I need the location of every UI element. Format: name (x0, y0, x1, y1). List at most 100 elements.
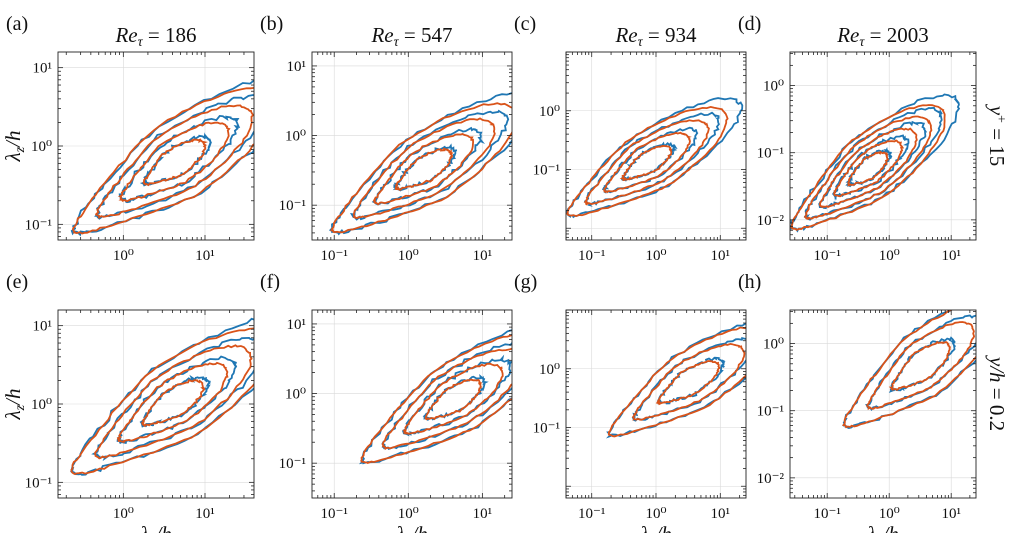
contour-blue (70, 79, 254, 237)
contour-blue (139, 374, 211, 428)
gridlines (58, 52, 254, 240)
x-axis-label: λx/h (395, 522, 428, 533)
ticks (58, 52, 254, 240)
contour-orange (424, 378, 483, 421)
contours (358, 329, 512, 465)
y-tick-label: 10⁰ (763, 79, 784, 95)
contours (70, 317, 254, 476)
y-axis-label: λz/h (1, 131, 28, 163)
x-tick-label: 10⁰ (879, 248, 900, 264)
contour-orange (71, 86, 254, 235)
gridlines (790, 52, 976, 240)
panel-e: 10⁰ 10¹ 10⁻¹ 10⁰ 10¹ (e) λx/h λz/h (1, 271, 255, 533)
column-title: Reτ = 186 (114, 23, 196, 50)
y-tick-label: 10⁰ (539, 362, 560, 378)
x-tick-label: 10⁻¹ (578, 506, 605, 522)
y-tick-label: 10⁻² (757, 213, 785, 229)
panel-f: 10⁻¹ 10⁰ 10¹ 10⁻¹ 10⁰ 10¹ (f) λx/h (260, 271, 513, 533)
x-axis-label: λx/h (639, 522, 672, 533)
ticks (58, 310, 254, 498)
y-tick-label: 10¹ (287, 59, 307, 75)
contour-orange (583, 119, 710, 206)
ticks (790, 52, 976, 240)
panel-label: (c) (514, 13, 536, 35)
x-tick-label: 10¹ (941, 506, 961, 522)
contour-orange (381, 347, 512, 451)
y-tick-label: 10⁻¹ (25, 475, 52, 491)
gridlines (312, 310, 512, 498)
panel-label: (e) (6, 271, 28, 293)
contour-orange (352, 117, 496, 220)
panel-label: (g) (514, 271, 537, 293)
contour-blue (790, 93, 961, 233)
gridlines (58, 310, 254, 498)
y-tick-label: 10⁰ (31, 139, 52, 155)
y-tick-label: 10¹ (33, 61, 53, 77)
contours (605, 322, 746, 439)
x-tick-label: 10¹ (941, 248, 961, 264)
contour-orange (93, 344, 253, 460)
contours (790, 93, 961, 233)
panel-a: 10⁰ 10¹ 10⁻¹ 10⁰ 10¹ (a) Reτ = 186 λz/h (1, 13, 255, 264)
panel-label: (h) (738, 271, 761, 293)
contour-orange (94, 104, 254, 220)
x-tick-label: 10¹ (195, 248, 215, 264)
ticks (790, 310, 976, 498)
panel-label: (b) (260, 13, 283, 35)
contours (566, 97, 744, 219)
y-tick-label: 10⁻¹ (279, 198, 306, 214)
x-axis-label: λx/h (866, 522, 899, 533)
contours (70, 79, 254, 237)
contour-orange (394, 147, 454, 192)
contour-orange (566, 105, 729, 218)
x-tick-label: 10⁰ (398, 506, 419, 522)
ticks (565, 309, 746, 498)
column-title: Reτ = 547 (370, 23, 452, 50)
contour-orange (847, 150, 890, 187)
contour-orange (803, 115, 933, 221)
x-tick-label: 10¹ (195, 506, 215, 522)
column-title: Reτ = 2003 (836, 23, 929, 50)
x-tick-label: 10¹ (711, 506, 731, 522)
x-tick-label: 10⁻¹ (813, 506, 840, 522)
contour-blue (888, 336, 957, 393)
y-tick-label: 10⁻¹ (279, 456, 306, 472)
x-tick-label: 10⁰ (113, 506, 134, 522)
x-tick-label: 10⁰ (398, 248, 419, 264)
column-title: Reτ = 934 (614, 23, 697, 50)
panel-d: 10⁻¹ 10⁰ 10¹ 10⁻² 10⁻¹ 10⁰ (d) Reτ = 2003 y+ = 1… (738, 13, 1009, 264)
contour-orange (866, 321, 976, 411)
y-tick-label: 10⁰ (31, 397, 52, 413)
contour-orange (818, 127, 918, 209)
panel-label: (f) (260, 271, 280, 293)
x-tick-label: 10¹ (473, 248, 493, 264)
contour-orange (116, 361, 229, 444)
contour-blue (657, 356, 726, 405)
contour-orange (402, 362, 504, 435)
x-tick-label: 10⁰ (879, 506, 900, 522)
x-tick-label: 10¹ (711, 248, 731, 264)
y-tick-label: 10⁻¹ (25, 217, 52, 233)
y-tick-label: 10¹ (33, 319, 53, 335)
contour-blue (422, 374, 489, 421)
y-tick-label: 10⁰ (285, 387, 306, 403)
row-label: y/h = 0.2 (985, 355, 1009, 431)
contour-orange (655, 360, 721, 406)
contour-orange (607, 326, 746, 438)
contour-orange (330, 102, 512, 234)
panel-c: 10⁻¹ 10⁰ 10¹ 10⁻¹ 10⁰ (c) Reτ = 934 (514, 13, 747, 264)
contour-orange (841, 310, 976, 429)
panel-g: 10⁻¹ 10⁰ 10¹ 10⁻¹ 10⁰ (g) λx/h (514, 271, 747, 533)
gridlines (312, 52, 512, 240)
y-tick-label: 10⁻¹ (533, 421, 560, 437)
contour-blue (70, 317, 254, 476)
y-tick-label: 10⁰ (763, 337, 784, 353)
axes-frame (789, 51, 977, 241)
contour-blue (358, 329, 512, 465)
contour-orange (833, 139, 905, 198)
y-tick-label: 10⁻¹ (757, 146, 784, 162)
contours (328, 92, 512, 236)
y-tick-label: 10⁻² (757, 471, 785, 487)
x-tick-label: 10¹ (473, 506, 493, 522)
